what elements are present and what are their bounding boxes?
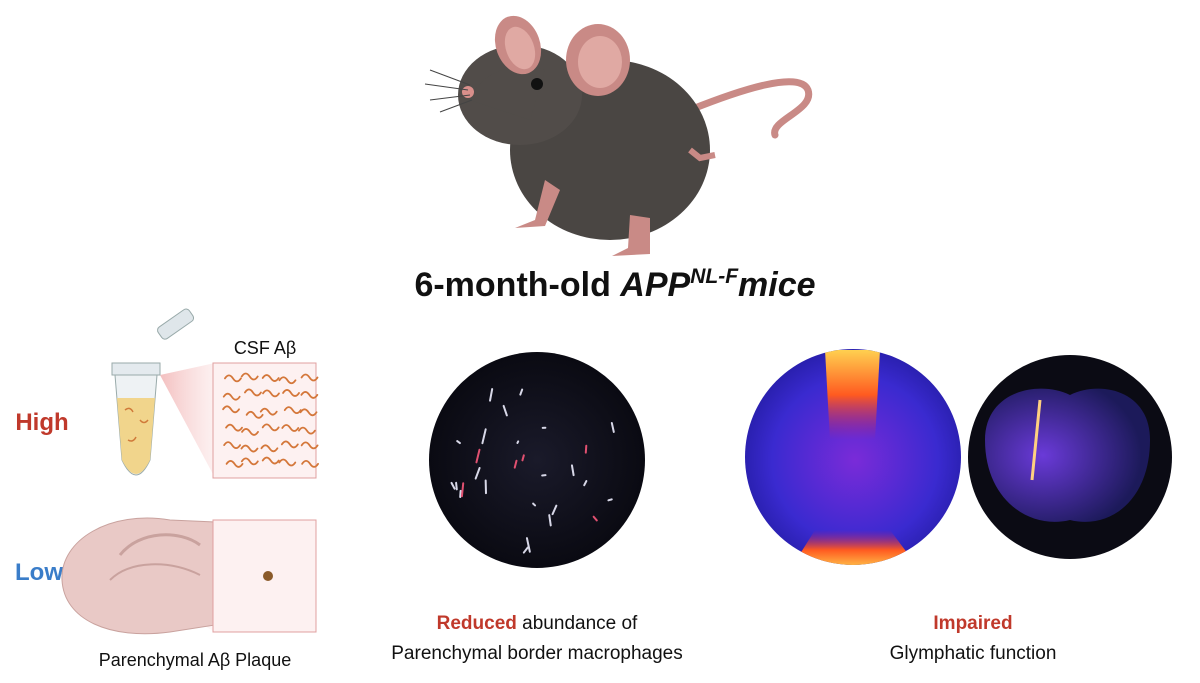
macrophage xyxy=(521,454,525,462)
fibril xyxy=(261,423,280,432)
fibril xyxy=(282,389,300,397)
macrophage xyxy=(522,546,529,554)
fibril xyxy=(298,426,316,435)
tracer-line xyxy=(1030,399,1042,481)
fibril xyxy=(300,373,319,382)
title-superscript: NL-F xyxy=(690,265,739,288)
macrophage xyxy=(489,388,494,402)
macrophage xyxy=(513,459,518,469)
fibril xyxy=(261,456,280,465)
fibril xyxy=(278,458,297,467)
fibril xyxy=(261,374,280,382)
fibril xyxy=(225,423,243,432)
fibril xyxy=(281,424,300,432)
coronal-slice xyxy=(985,388,1150,522)
fibril xyxy=(300,391,319,399)
macrophage xyxy=(525,537,531,553)
low-label: Low xyxy=(15,559,63,586)
macrophage xyxy=(548,514,552,527)
fibril xyxy=(260,444,279,453)
macrophage xyxy=(551,504,558,516)
reduced-emphasis: Reduced xyxy=(437,613,517,634)
macrophage xyxy=(456,440,461,445)
fibril xyxy=(222,405,240,414)
fibril xyxy=(223,441,242,449)
macrophage xyxy=(607,498,613,502)
fibril xyxy=(240,444,259,453)
mouse-illustration xyxy=(424,15,813,256)
impaired-emphasis: Impaired xyxy=(933,613,1012,634)
fibril xyxy=(280,440,299,449)
fibril xyxy=(222,392,241,401)
caption-text: abundance of xyxy=(522,613,638,634)
fibril xyxy=(259,407,278,416)
fibril xyxy=(224,374,242,383)
fibril xyxy=(300,441,319,450)
fibril xyxy=(225,460,244,468)
fibril xyxy=(278,376,297,385)
title-suffix: mice xyxy=(738,266,816,304)
high-label: High xyxy=(15,409,68,436)
middle-caption-2: Parenchymal border macrophages xyxy=(391,643,683,664)
fibril xyxy=(301,459,319,468)
macrophage xyxy=(570,464,575,477)
csf-abeta-fibrils xyxy=(222,372,319,468)
macrophage xyxy=(592,515,598,522)
title: 6-month-old APPNL-Fmice xyxy=(414,265,815,304)
plaque-label: Parenchymal Aβ Plaque xyxy=(99,650,291,670)
macrophage xyxy=(519,388,524,396)
macrophage xyxy=(450,481,456,490)
macrophage xyxy=(516,440,520,444)
macrophage xyxy=(455,481,458,491)
macrophage xyxy=(610,421,615,433)
fibril xyxy=(244,388,262,397)
fibril xyxy=(262,389,280,398)
fibril xyxy=(283,406,302,415)
fibril xyxy=(245,410,264,419)
right-caption: Glymphatic function xyxy=(890,643,1057,664)
middle-caption-1: Reduced abundance of xyxy=(437,613,638,634)
title-gene: APP xyxy=(619,266,690,304)
glymphatic-dorsal-image xyxy=(745,349,961,565)
fibril xyxy=(241,428,259,436)
fibril xyxy=(240,457,259,466)
macrophage xyxy=(481,428,487,445)
brain-illustration xyxy=(61,517,216,635)
title-prefix: 6-month-old xyxy=(414,266,610,304)
csf-label: CSF Aβ xyxy=(234,338,296,358)
macrophage xyxy=(502,404,508,417)
fibril xyxy=(240,372,259,381)
macrophage xyxy=(474,466,481,480)
macrophage xyxy=(532,502,537,507)
macrophage xyxy=(460,482,465,498)
macrophage-signals xyxy=(450,388,615,554)
macrophage-image xyxy=(429,352,645,568)
tube-illustration xyxy=(111,308,215,478)
plaque xyxy=(263,571,273,581)
fibril xyxy=(299,408,318,417)
macrophage xyxy=(475,448,481,464)
macrophage xyxy=(583,480,588,487)
